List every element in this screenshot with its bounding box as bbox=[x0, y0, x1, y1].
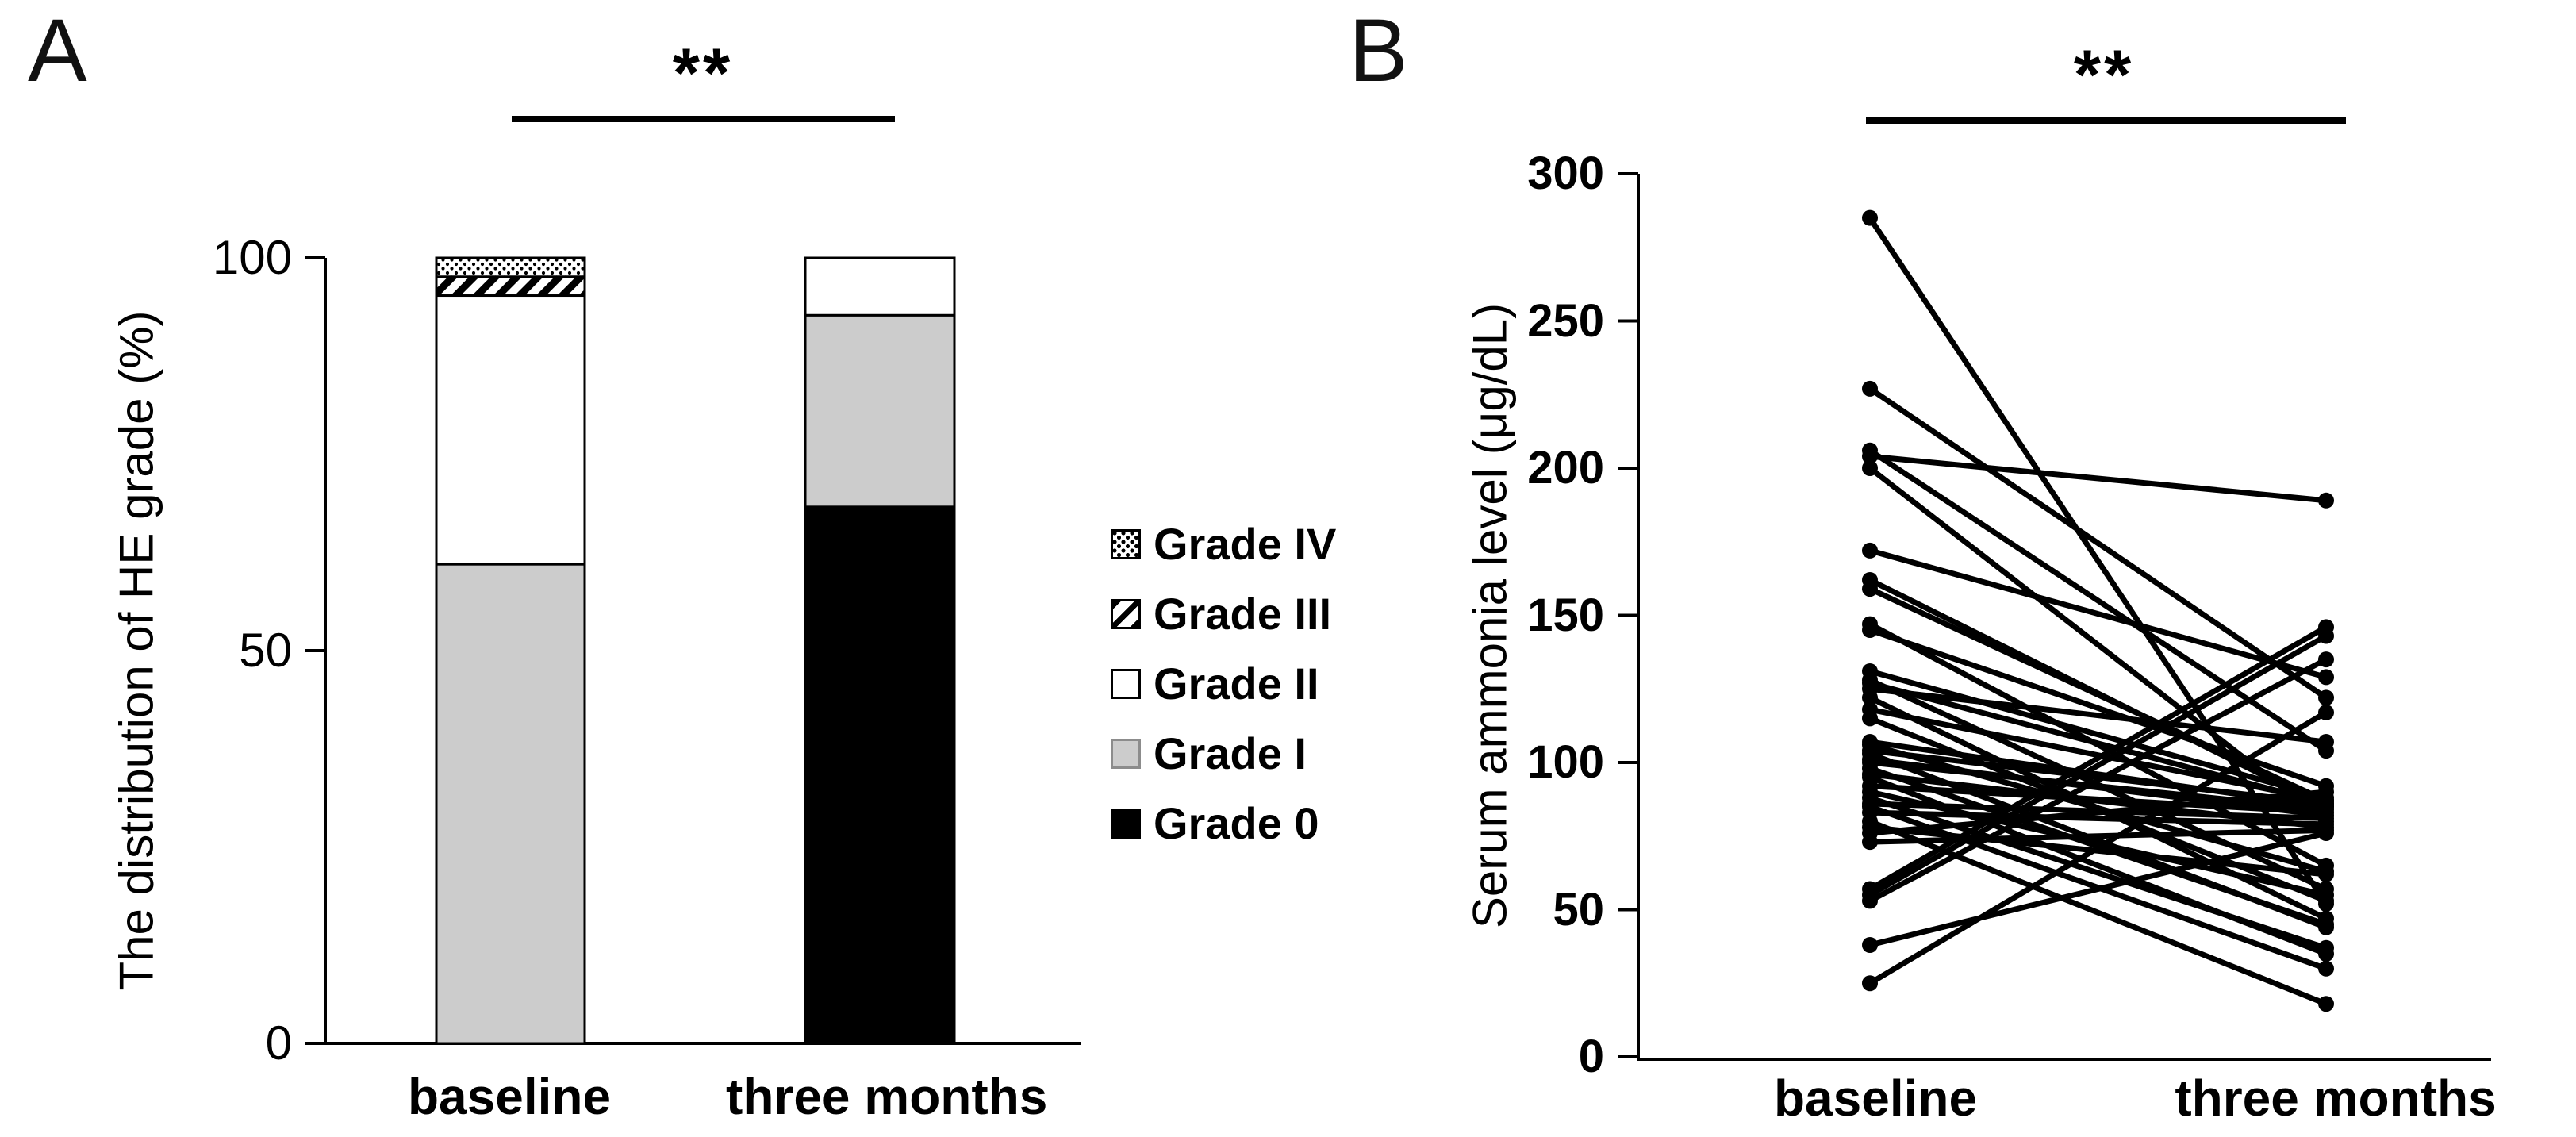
legend-item-grade-2: Grade II bbox=[1111, 659, 1380, 709]
grade-0-black-swatch-icon bbox=[1111, 809, 1141, 839]
panelB-y-tick-label: 0 bbox=[1578, 1031, 1604, 1082]
panelA-y-tick-label: 50 bbox=[239, 624, 292, 677]
panelB-y-tick-label: 300 bbox=[1527, 148, 1604, 199]
legend-label: Grade II bbox=[1154, 659, 1319, 709]
legend-item-grade-4: Grade IV bbox=[1111, 519, 1380, 569]
panelA-legend: Grade IV Grade III Grade II Grade I Grad… bbox=[1111, 519, 1380, 878]
legend-item-grade-1: Grade I bbox=[1111, 728, 1380, 778]
panelA-marks bbox=[305, 116, 1081, 1045]
grade-2-white-swatch-icon bbox=[1111, 669, 1141, 699]
legend-label: Grade IV bbox=[1154, 519, 1337, 569]
panelB-marks bbox=[1618, 117, 2491, 1061]
grade-4-dotted-swatch-icon bbox=[1111, 529, 1141, 559]
panelA-y-axis-title: The distribution of HE grade (%) bbox=[109, 310, 163, 991]
legend-item-grade-3: Grade III bbox=[1111, 589, 1380, 639]
panelB-letter: B bbox=[1349, 1, 1408, 100]
panelA-significance-stars: ** bbox=[672, 33, 734, 112]
panelA-letter: A bbox=[28, 1, 87, 100]
legend-item-grade-0: Grade 0 bbox=[1111, 798, 1380, 848]
legend-label: Grade I bbox=[1154, 728, 1307, 778]
panelB-y-tick-label: 50 bbox=[1553, 883, 1604, 935]
grade-1-gray-swatch-icon bbox=[1111, 739, 1141, 769]
legend-label: Grade 0 bbox=[1154, 798, 1319, 848]
panelB-y-tick-label: 250 bbox=[1527, 294, 1604, 347]
panelA-y-tick-label: 0 bbox=[265, 1016, 292, 1070]
panelB-significance-stars: ** bbox=[2073, 35, 2135, 113]
legend-label: Grade III bbox=[1154, 589, 1332, 639]
panelA-category-baseline: baseline bbox=[407, 1068, 612, 1125]
panelA-y-tick-label: 100 bbox=[212, 231, 292, 284]
grade-3-hatched-swatch-icon bbox=[1111, 599, 1141, 629]
panelB-y-tick-label: 200 bbox=[1527, 442, 1604, 494]
panelB-y-tick-label: 100 bbox=[1527, 736, 1604, 788]
panelB-category-baseline: baseline bbox=[1773, 1070, 1978, 1127]
panelB-y-tick-label: 150 bbox=[1527, 589, 1604, 641]
panelA-category-three-months: three months bbox=[726, 1068, 1048, 1125]
panelB-category-three-months: three months bbox=[2175, 1070, 2497, 1127]
